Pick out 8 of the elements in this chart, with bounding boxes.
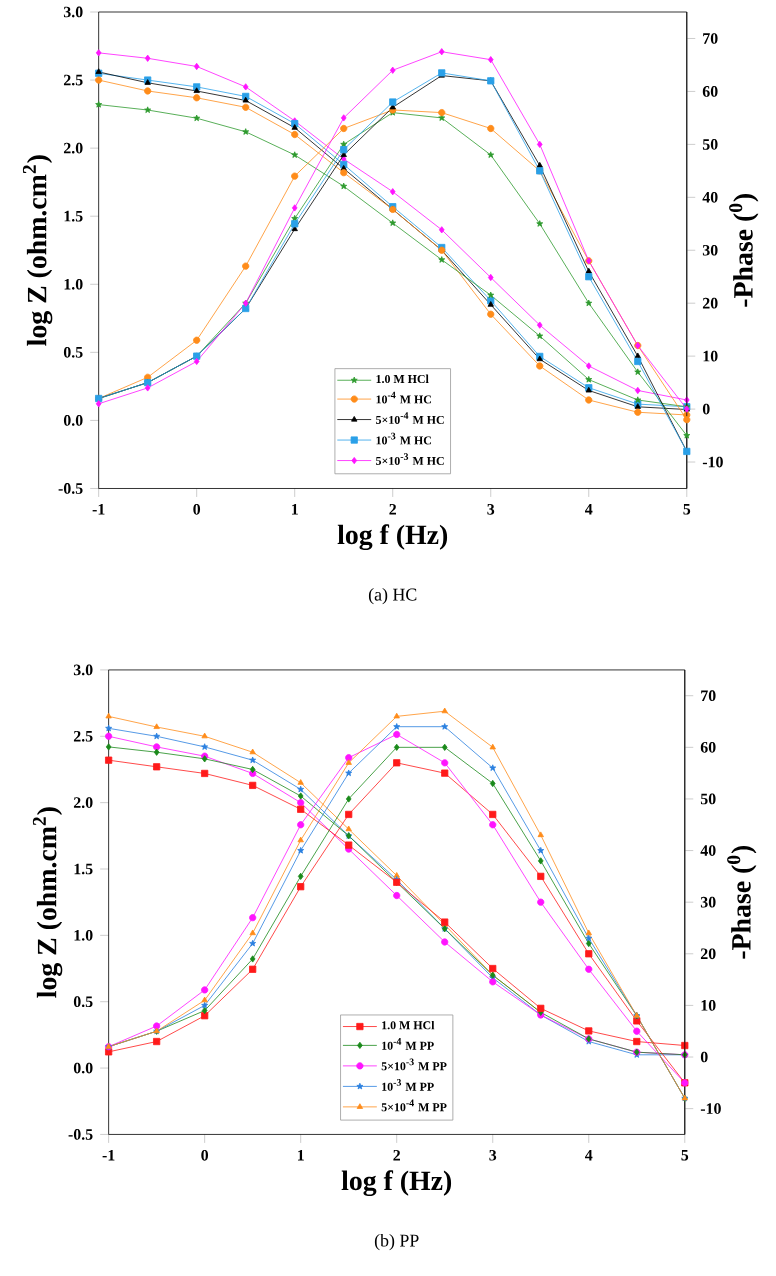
y-axis-title: log Z (ohm.cm$^{2}$) bbox=[32, 807, 63, 998]
y2-axis-title: -Phase ($^{0}$) bbox=[728, 193, 759, 307]
text: (b) PP bbox=[374, 1233, 419, 1251]
x-axis-title: log f (Hz) bbox=[341, 1170, 451, 1197]
y2-axis-title: -Phase ($^{0}$) bbox=[726, 845, 757, 959]
x-axis-title: log f (Hz) bbox=[337, 524, 447, 551]
text: (a) HC bbox=[368, 588, 417, 605]
y-axis-title: log Z (ohm.cm$^{2}$) bbox=[22, 155, 53, 346]
